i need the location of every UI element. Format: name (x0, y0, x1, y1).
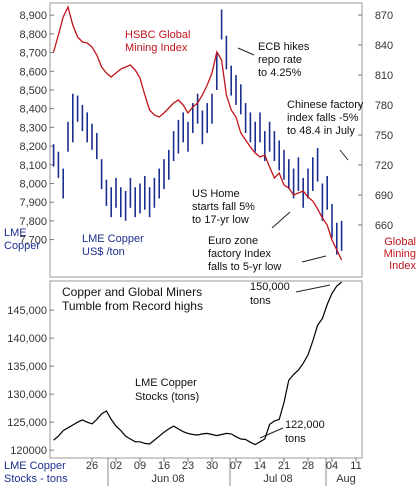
annotation: Index (389, 260, 416, 272)
annotation-arrows (237, 47, 349, 439)
month-label: Jul 08 (263, 473, 292, 485)
x-tick-label: 04 (326, 460, 338, 472)
annotation: starts fall 5% (192, 201, 255, 213)
y-tick-label: 130,000 (7, 389, 47, 401)
annotation: 150,000 (250, 281, 290, 293)
month-label: Jun 08 (151, 473, 184, 485)
y-tick-label: 8,500 (19, 85, 47, 97)
x-tick-label: 02 (110, 460, 122, 472)
y-tick-label: 7,700 (19, 235, 47, 247)
y-tick-label: 125,000 (7, 417, 47, 429)
y-tick-label: 135,000 (7, 361, 47, 373)
annotation: Euro zone (208, 235, 258, 247)
x-tick-label: 09 (134, 460, 146, 472)
y-tick-label: 8,700 (19, 48, 47, 60)
annotation: HSBC Global (125, 29, 190, 41)
annotation: LME Copper (4, 460, 66, 472)
x-tick-label: 26 (86, 460, 98, 472)
y-tick-label: 145,000 (7, 305, 47, 317)
annotation: Mining (384, 248, 416, 260)
y-tick-label: 8,600 (19, 66, 47, 78)
annotation: repo rate (258, 54, 302, 66)
annotation: factory Index (208, 248, 271, 260)
y2-tick-label: 840 (375, 40, 393, 52)
y2-tick-label: 780 (375, 100, 393, 112)
x-tick-label: 23 (182, 460, 194, 472)
y-tick-label: 140,000 (7, 333, 47, 345)
annotation: falls to 5-yr low (208, 261, 281, 273)
y2-tick-label: 870 (375, 10, 393, 22)
x-tick-label: 11 (350, 460, 361, 472)
annotation: ECB hikes (258, 41, 310, 53)
y-tick-label: 7,800 (19, 216, 47, 228)
y-tick-label: 8,400 (19, 104, 47, 116)
y-tick-label: 120000 (10, 445, 47, 457)
y-tick-label: 8,000 (19, 178, 47, 190)
y-tick-label: 8,300 (19, 122, 47, 134)
x-tick-label: 14 (254, 460, 266, 472)
y-tick-label: 8,100 (19, 160, 47, 172)
month-label: Aug (336, 473, 356, 485)
annotation: LME (4, 227, 27, 239)
y-tick-label: 7,900 (19, 197, 47, 209)
annotation: LME Copper (135, 377, 197, 389)
annotation: Mining Index (125, 42, 188, 54)
y-tick-label: 8,900 (19, 10, 47, 22)
x-tick-label: 28 (302, 460, 314, 472)
x-tick-label: 07 (230, 460, 242, 472)
top-panel (49, 2, 363, 278)
y-tick-label: 8,800 (19, 29, 47, 41)
x-tick-label: 16 (158, 460, 170, 472)
annotation: LME Copper (82, 233, 144, 245)
annotation: 122,000 (285, 419, 325, 431)
y2-tick-label: 690 (375, 190, 393, 202)
bottom-panel (49, 280, 363, 459)
annotation: tons (285, 433, 306, 445)
annotation: to 4.25% (258, 67, 302, 79)
y-tick-label: 8,200 (19, 141, 47, 153)
annotation: Copper and Global Miners (62, 285, 202, 299)
month-separators (107, 458, 327, 486)
annotation: US Home (192, 188, 240, 200)
annotation: to 17-yr low (192, 214, 249, 226)
annotation: Global (384, 236, 416, 248)
annotation: index falls -5% (287, 112, 359, 124)
annotation: Tumble from Record highs (62, 299, 203, 313)
annotation: tons (250, 295, 271, 307)
x-tick-label: 21 (278, 460, 290, 472)
annotation: Chinese factory (287, 99, 364, 111)
y2-tick-label: 810 (375, 70, 393, 82)
y2-tick-label: 720 (375, 160, 393, 172)
annotation: Stocks - tons (4, 473, 68, 485)
annotation: US$ /ton (82, 246, 125, 258)
y2-tick-label: 660 (375, 220, 393, 232)
x-tick-label: 30 (206, 460, 218, 472)
y2-tick-label: 750 (375, 130, 393, 142)
annotation: to 48.4 in July (287, 125, 355, 137)
annotation: Stocks (tons) (135, 391, 199, 403)
line (52, 5, 343, 261)
annotation: Copper (4, 240, 40, 252)
line (53, 281, 342, 446)
